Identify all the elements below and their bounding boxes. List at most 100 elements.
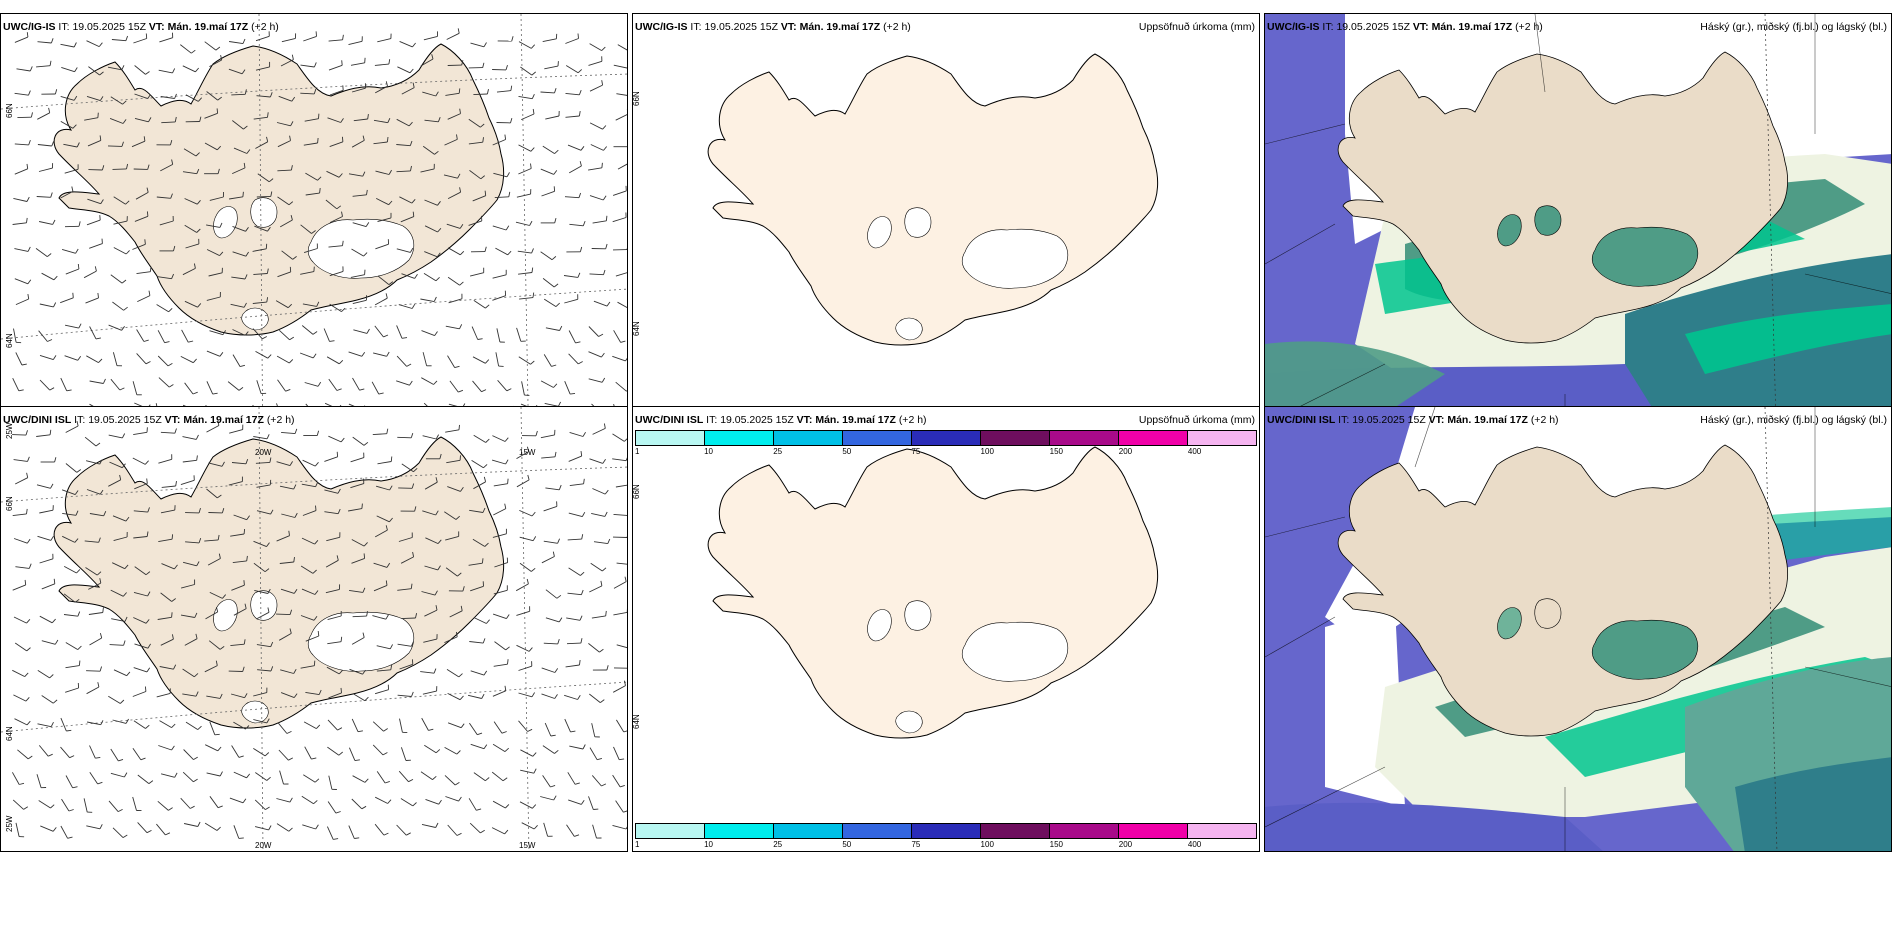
wind-barb-feather xyxy=(148,780,154,784)
wind-barb-feather xyxy=(145,724,150,729)
wind-barb-feather xyxy=(244,274,248,280)
wind-barb xyxy=(108,695,121,704)
wind-barb xyxy=(540,434,555,439)
wind-barb xyxy=(420,58,434,67)
wind-barb-feather xyxy=(457,173,461,179)
wind-barb-feather xyxy=(389,517,393,523)
wind-barb xyxy=(14,278,29,285)
wind-barb-feather xyxy=(196,200,201,205)
wind-barb xyxy=(469,722,478,735)
wind-barb xyxy=(65,642,79,650)
wind-barb-feather xyxy=(605,215,608,221)
wind-barb xyxy=(544,402,559,407)
lat-label-66n: 66N xyxy=(5,496,14,511)
wind-barb-feather xyxy=(319,188,321,194)
wind-barb-feather xyxy=(262,336,268,340)
wind-barb xyxy=(351,140,365,148)
wind-barb xyxy=(543,642,558,645)
wind-barb-feather xyxy=(28,90,31,96)
wind-barb xyxy=(206,695,221,699)
wind-barb xyxy=(182,171,197,175)
wind-barb-feather xyxy=(314,462,319,467)
wind-barb-feather xyxy=(287,303,293,309)
wind-barb xyxy=(209,721,216,735)
wind-barb xyxy=(228,481,243,486)
wind-barb xyxy=(613,330,621,343)
wind-barb-feather xyxy=(600,580,603,586)
precip-map-panel-row1: UWC/IG-IS IT: 19.05.2025 15Z VT: Mán. 19… xyxy=(632,13,1260,459)
wind-barb xyxy=(401,87,415,95)
wind-barb xyxy=(182,771,194,783)
wind-barb xyxy=(447,247,461,256)
wind-barb-feather xyxy=(217,420,220,426)
wind-barb-feather xyxy=(623,730,627,733)
wind-barb xyxy=(444,747,458,755)
wind-barb-feather xyxy=(67,836,73,839)
wind-barb xyxy=(253,273,268,275)
wind-barb-feather xyxy=(270,191,273,197)
wind-barb xyxy=(588,326,599,337)
wind-barb xyxy=(326,826,334,840)
wind-barb xyxy=(399,196,413,204)
wind-barb xyxy=(374,529,388,538)
wind-barb xyxy=(84,117,98,121)
wind-barb xyxy=(231,462,247,465)
wind-barb-feather xyxy=(620,340,626,343)
wind-barb-feather xyxy=(264,568,270,573)
wind-barb xyxy=(15,352,23,366)
colorbar-tick-label: 50 xyxy=(842,840,852,849)
wind-barb-feather xyxy=(193,756,198,760)
wind-barb xyxy=(12,584,26,591)
wind-barb xyxy=(299,352,314,359)
wind-barb-feather xyxy=(554,668,559,673)
wind-barb-feather xyxy=(25,697,30,702)
wind-barb xyxy=(39,615,53,624)
wind-barb xyxy=(159,666,174,670)
wind-barb xyxy=(228,68,243,75)
wind-barb xyxy=(89,637,102,646)
wind-barb-feather xyxy=(530,360,535,365)
wind-barb xyxy=(206,296,221,301)
wind-barb xyxy=(613,64,627,69)
wind-barb xyxy=(469,509,484,513)
precip-map xyxy=(633,407,1259,851)
wind-barb xyxy=(564,298,578,304)
wind-barb-feather xyxy=(195,633,198,639)
wind-barb xyxy=(301,588,316,595)
wind-barb xyxy=(60,43,75,48)
wind-barb xyxy=(161,485,176,488)
wind-barb-feather xyxy=(484,246,487,252)
wind-barb-feather xyxy=(459,223,464,229)
wind-barb xyxy=(134,566,147,576)
wind-barb xyxy=(232,251,247,257)
wind-barb-feather xyxy=(294,512,298,518)
wind-barb-feather xyxy=(388,169,392,175)
wind-barb-feather xyxy=(553,795,557,801)
wind-barb xyxy=(518,665,532,671)
wind-barb xyxy=(423,273,437,282)
wind-barb xyxy=(300,271,314,275)
wind-barb xyxy=(613,513,627,516)
wind-barb-feather xyxy=(623,810,627,813)
wind-barb-feather xyxy=(19,782,25,785)
wind-barb-feather xyxy=(596,757,603,761)
wind-barb-feather xyxy=(73,95,78,101)
wind-barb xyxy=(301,483,316,488)
wind-barb-feather xyxy=(124,772,128,778)
wind-barb-feather xyxy=(77,355,82,361)
wind-barb-feather xyxy=(174,93,177,99)
wind-barb xyxy=(276,798,291,803)
wind-barb xyxy=(182,65,196,73)
wind-barb-feather xyxy=(266,268,269,274)
wind-barb xyxy=(325,588,340,594)
wind-barb-feather xyxy=(458,673,463,678)
wind-barb-feather xyxy=(47,339,53,342)
wind-barb xyxy=(305,192,320,196)
wind-barb-feather xyxy=(171,273,175,279)
wind-barb xyxy=(13,459,28,462)
wind-barb xyxy=(205,744,218,752)
wind-barb xyxy=(615,272,627,277)
wind-barb-feather xyxy=(313,62,317,68)
wind-barb-feather xyxy=(483,670,488,676)
wind-barb-feather xyxy=(24,672,29,677)
